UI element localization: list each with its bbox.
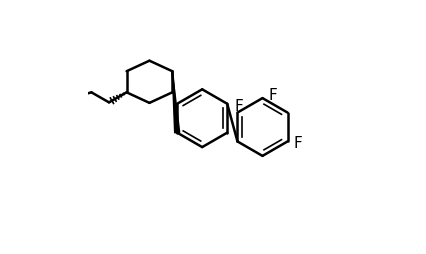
Text: F: F: [234, 99, 242, 114]
Text: F: F: [268, 88, 276, 103]
Text: F: F: [293, 136, 301, 151]
Polygon shape: [172, 71, 179, 133]
